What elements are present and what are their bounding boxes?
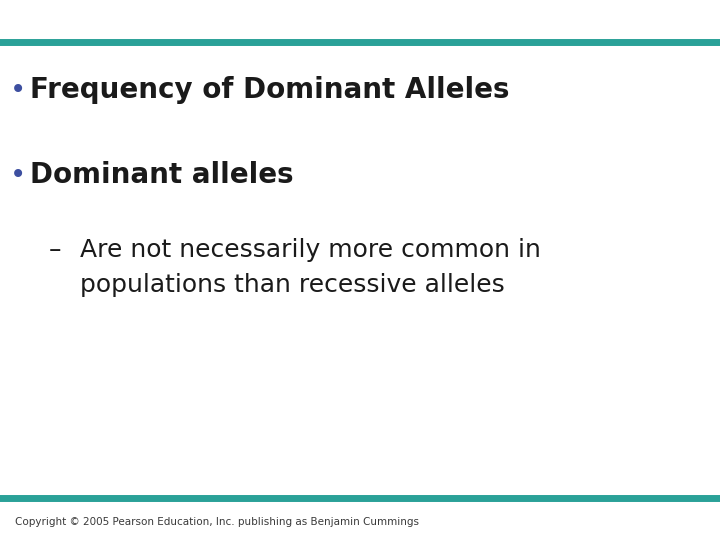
Text: •: •	[10, 161, 26, 189]
Text: Dominant alleles: Dominant alleles	[30, 161, 294, 189]
Text: –: –	[49, 238, 61, 262]
Text: populations than recessive alleles: populations than recessive alleles	[80, 273, 505, 297]
Text: Frequency of Dominant Alleles: Frequency of Dominant Alleles	[30, 76, 510, 104]
Text: Are not necessarily more common in: Are not necessarily more common in	[80, 238, 541, 262]
Text: •: •	[10, 76, 26, 104]
Text: Copyright © 2005 Pearson Education, Inc. publishing as Benjamin Cummings: Copyright © 2005 Pearson Education, Inc.…	[15, 517, 419, 527]
